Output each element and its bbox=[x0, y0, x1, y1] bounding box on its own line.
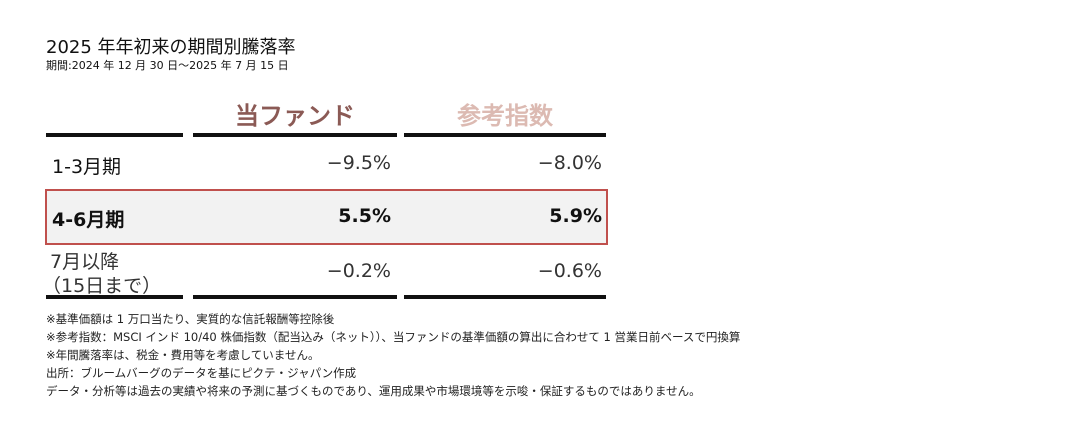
header-divider bbox=[193, 133, 397, 137]
fund-value: −0.2% bbox=[326, 260, 391, 282]
header-divider bbox=[404, 133, 606, 137]
column-header-index: 参考指数 bbox=[457, 102, 553, 130]
row-label: 4-6月期 bbox=[52, 209, 125, 231]
index-value: −0.6% bbox=[537, 260, 602, 282]
footer-divider bbox=[193, 295, 397, 299]
footnote: ※年間騰落率は、税金・費用等を考慮していません。 bbox=[46, 348, 320, 362]
row-label-note: （15日まで） bbox=[42, 275, 162, 297]
fund-value: 5.5% bbox=[338, 205, 391, 227]
footnote: 出所：ブルームバーグのデータを基にピクテ・ジャパン作成 bbox=[46, 366, 357, 380]
footnote: ※参考指数：MSCI インド 10/40 株価指数（配当込み（ネット））、当ファ… bbox=[46, 330, 741, 344]
footer-divider bbox=[46, 295, 183, 299]
footnote: ※基準価額は 1 万口当たり、実質的な信託報酬等控除後 bbox=[46, 312, 335, 326]
index-value: 5.9% bbox=[549, 205, 602, 227]
footer-divider bbox=[404, 295, 606, 299]
footnote: データ・分析等は過去の実績や将来の予測に基づくものであり、運用成果や市場環境等を… bbox=[46, 384, 701, 398]
header-divider bbox=[46, 133, 183, 137]
page-title: 2025 年年初来の期間別騰落率 bbox=[46, 37, 296, 58]
column-header-fund: 当ファンド bbox=[235, 102, 355, 130]
row-label: 1-3月期 bbox=[52, 156, 122, 178]
index-value: −8.0% bbox=[537, 152, 602, 174]
period-text: 期間:2024 年 12 月 30 日～2025 年 7 月 15 日 bbox=[46, 59, 289, 72]
highlighted-row-box bbox=[45, 189, 608, 245]
row-label: 7月以降 bbox=[50, 251, 120, 273]
fund-value: −9.5% bbox=[326, 152, 391, 174]
